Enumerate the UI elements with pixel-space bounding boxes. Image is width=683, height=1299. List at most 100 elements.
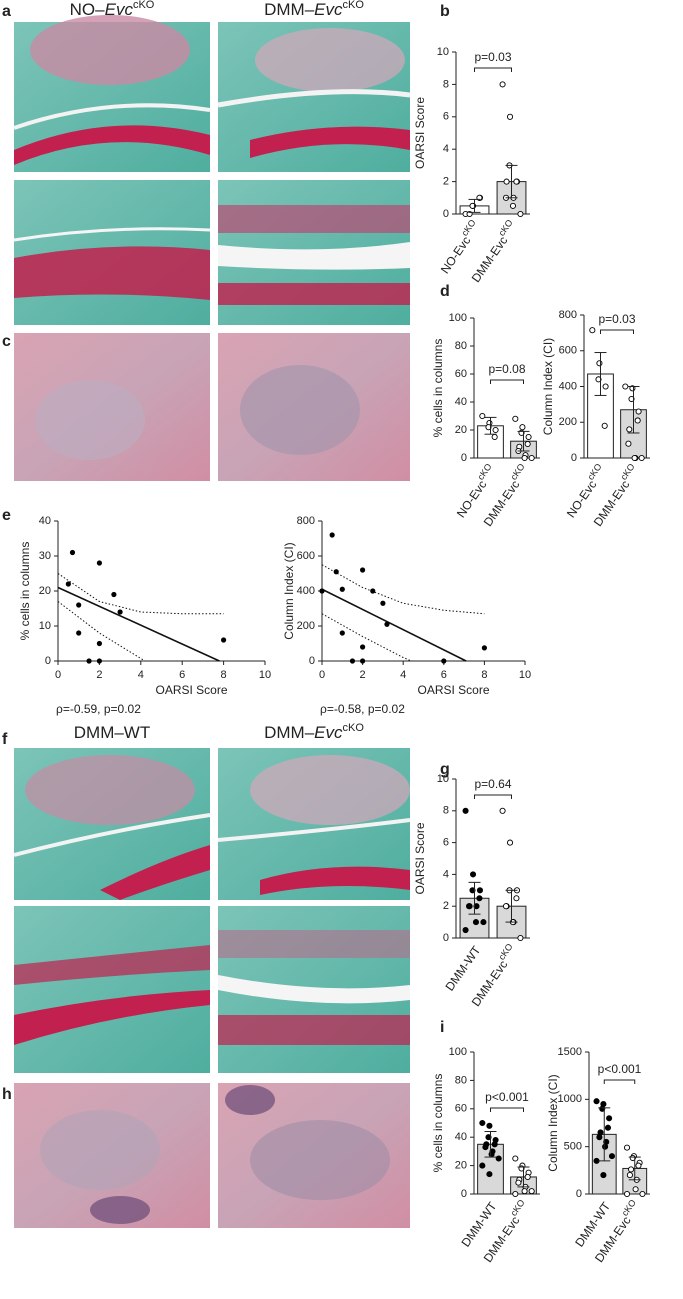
annotation: ρ=-0.58, p=0.02 (320, 702, 405, 716)
y-tick-label: 4 (443, 143, 449, 155)
bracket (603, 1079, 636, 1084)
y-tick-label: 0 (571, 452, 577, 464)
title-part: Evc (105, 0, 134, 19)
y-tick-label: 0 (45, 655, 51, 667)
y-tick-label: 10 (437, 46, 449, 58)
data-point (626, 426, 633, 433)
x-tick-label: 2 (96, 669, 102, 681)
data-point (528, 454, 535, 462)
annotation: p<0.001 (485, 1090, 529, 1104)
title-part: cKO (343, 722, 365, 734)
data-point (476, 895, 483, 902)
data-point (492, 426, 499, 434)
panel-label: g (440, 761, 450, 778)
data-point (506, 113, 514, 120)
data-point (503, 178, 510, 185)
data-point (96, 658, 102, 664)
title-part: DMM– (264, 0, 315, 19)
x-tick-label: 6 (441, 669, 447, 681)
data-point (476, 887, 484, 894)
data-point (528, 1188, 535, 1195)
data-point (635, 1162, 642, 1169)
y-axis-label: OARSI Score (413, 822, 427, 894)
bracket (474, 794, 512, 799)
data-point (485, 424, 492, 431)
y-tick-label: 6 (443, 111, 449, 123)
data-point (600, 1172, 607, 1179)
y-tick-label: 60 (455, 368, 467, 380)
data-point (472, 919, 480, 926)
x-tick-label: 4 (400, 669, 406, 681)
x-tick-label: 8 (221, 669, 227, 681)
panel-label: h (2, 1086, 12, 1103)
data-point (69, 549, 76, 556)
data-point (589, 327, 596, 334)
data-point (339, 630, 345, 636)
y-tick-label: 0 (461, 1188, 467, 1200)
data-point (469, 887, 476, 894)
fit-line (57, 586, 220, 662)
y-tick-label: 20 (455, 424, 467, 436)
y-tick-label: 4 (443, 868, 449, 880)
data-point (524, 440, 531, 448)
image (217, 748, 411, 900)
data-point (333, 569, 339, 575)
image (13, 180, 211, 325)
y-axis-label: Column Index (CI) (282, 542, 296, 639)
data-point (485, 1134, 492, 1141)
category: DMM-Evc (469, 958, 511, 1009)
annotation: p=0.03 (598, 312, 635, 326)
data-point (515, 1179, 522, 1186)
image (217, 22, 411, 172)
title-part: Evc (314, 0, 343, 19)
data-point (482, 1144, 489, 1151)
data-point (465, 903, 473, 910)
category-superscript: cKO (619, 462, 637, 482)
y-tick-label: 0 (309, 655, 315, 667)
error-bar (517, 1166, 530, 1188)
category: NO-Evc (454, 478, 490, 520)
error-bar (468, 881, 481, 915)
error-bar (598, 1107, 611, 1162)
data-point (488, 1151, 495, 1158)
data-point (628, 395, 635, 403)
y-tick-label: 40 (455, 396, 467, 408)
data-point (517, 210, 524, 218)
data-point (623, 1190, 631, 1198)
image (218, 180, 410, 325)
data-point (517, 934, 524, 942)
bracket (474, 67, 512, 72)
y-tick-label: 600 (297, 550, 315, 562)
panel-labels: a b c d e f g h i (2, 3, 450, 1103)
data-point (380, 600, 386, 606)
data-point (319, 588, 325, 594)
error-bar (505, 889, 518, 923)
image (13, 15, 211, 172)
panel-label: c (2, 333, 11, 350)
data-point (491, 1141, 498, 1148)
y-tick-label: 80 (455, 1074, 467, 1086)
y-tick-label: 0 (443, 932, 449, 944)
x-tick-label: 6 (179, 669, 185, 681)
y-tick-label: 800 (559, 309, 577, 321)
annotation: p<0.001 (598, 1062, 642, 1076)
y-tick-label: 2 (443, 900, 449, 912)
data-point (462, 927, 469, 934)
data-point (623, 1144, 631, 1151)
data-point (469, 871, 477, 878)
y-axis-label: OARSI Score (413, 97, 427, 169)
y-axis-label: % cells in columns (18, 542, 32, 641)
data-point (360, 567, 366, 573)
data-point (626, 1172, 633, 1179)
data-point (65, 581, 71, 587)
error-bar (484, 416, 497, 435)
data-point (513, 895, 520, 902)
annotation: ρ=-0.59, p=0.02 (56, 702, 141, 716)
data-point (479, 412, 486, 420)
data-point (329, 532, 335, 538)
data-point (632, 1186, 639, 1193)
data-point (384, 621, 390, 627)
y-tick-label: 40 (455, 1131, 467, 1143)
data-point (627, 1166, 635, 1173)
category-superscript: cKO (497, 942, 515, 962)
